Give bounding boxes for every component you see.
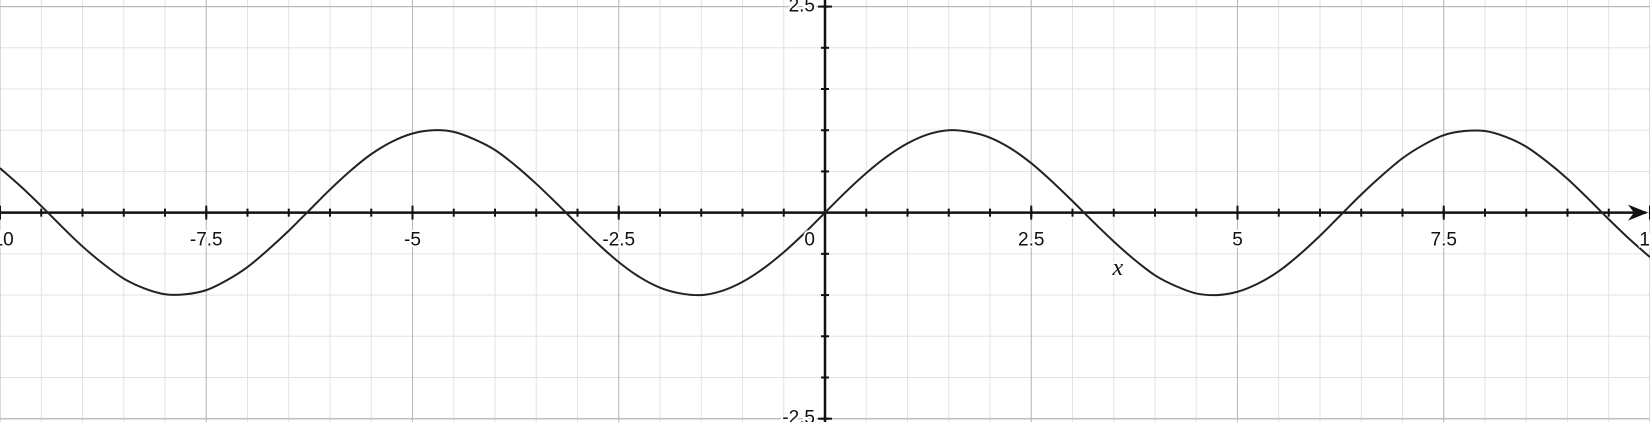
plot: [0, 129, 1650, 297]
x-axis-label: x: [1112, 255, 1124, 281]
y-tick-label: -2.5: [782, 408, 815, 422]
y-tick-label: 2.5: [789, 0, 815, 17]
curve: [0, 129, 1650, 297]
x-tick-label: -2.5: [602, 230, 635, 251]
x-tick-label: -7.5: [190, 230, 223, 251]
x-tick-label: -5: [404, 230, 421, 251]
x-tick-label: 7.5: [1431, 230, 1457, 251]
x-tick-label: 5: [1232, 230, 1243, 251]
x-tick-label: 10: [1639, 230, 1650, 251]
x-axis-arrow: [1628, 204, 1648, 221]
x-tick-label: 2.5: [1018, 230, 1044, 251]
x-tick-label: -10: [0, 230, 14, 251]
x-tick-label: 0: [804, 230, 815, 251]
